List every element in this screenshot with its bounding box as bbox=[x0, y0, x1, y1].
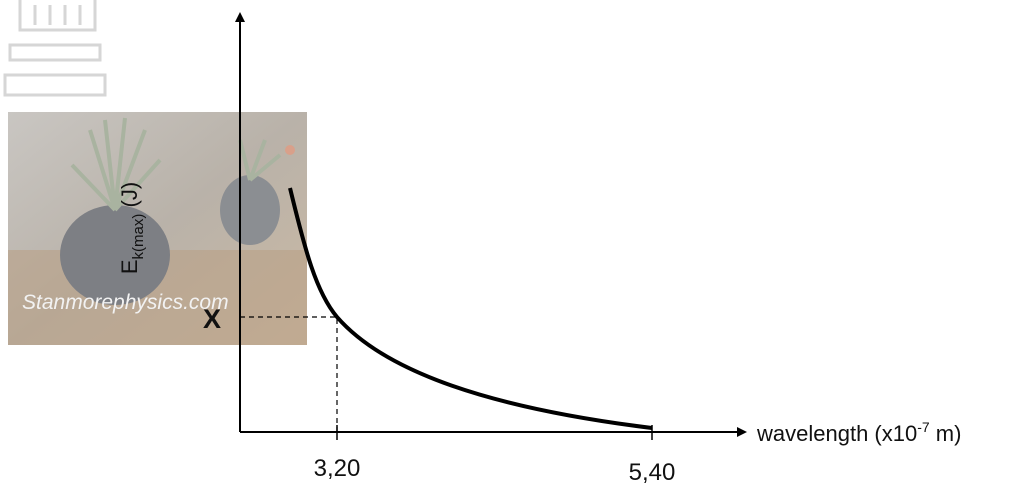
y-tick-label: X bbox=[203, 304, 221, 334]
y-label-unit: (J) bbox=[117, 182, 142, 214]
y-label-subscript: k(max) bbox=[130, 214, 147, 260]
x-axis-label: wavelength (x10-7 m) bbox=[756, 419, 961, 446]
x-tick-label: 3,20 bbox=[314, 455, 361, 482]
y-axis-label: Ek(max) (J) bbox=[117, 182, 147, 274]
x-label-unit: m) bbox=[930, 421, 962, 446]
x-label-superscript: -7 bbox=[917, 419, 930, 435]
x-label-main: wavelength (x10 bbox=[756, 421, 917, 446]
curve bbox=[288, 187, 653, 430]
logo bbox=[3, 0, 107, 97]
y-label-main: E bbox=[117, 259, 142, 274]
guide-lines bbox=[240, 316, 338, 432]
x-tick-label: 5,40 bbox=[629, 459, 676, 485]
watermark-image: Stanmorephysics.com bbox=[8, 112, 307, 345]
watermark-text: Stanmorephysics.com bbox=[22, 291, 229, 314]
